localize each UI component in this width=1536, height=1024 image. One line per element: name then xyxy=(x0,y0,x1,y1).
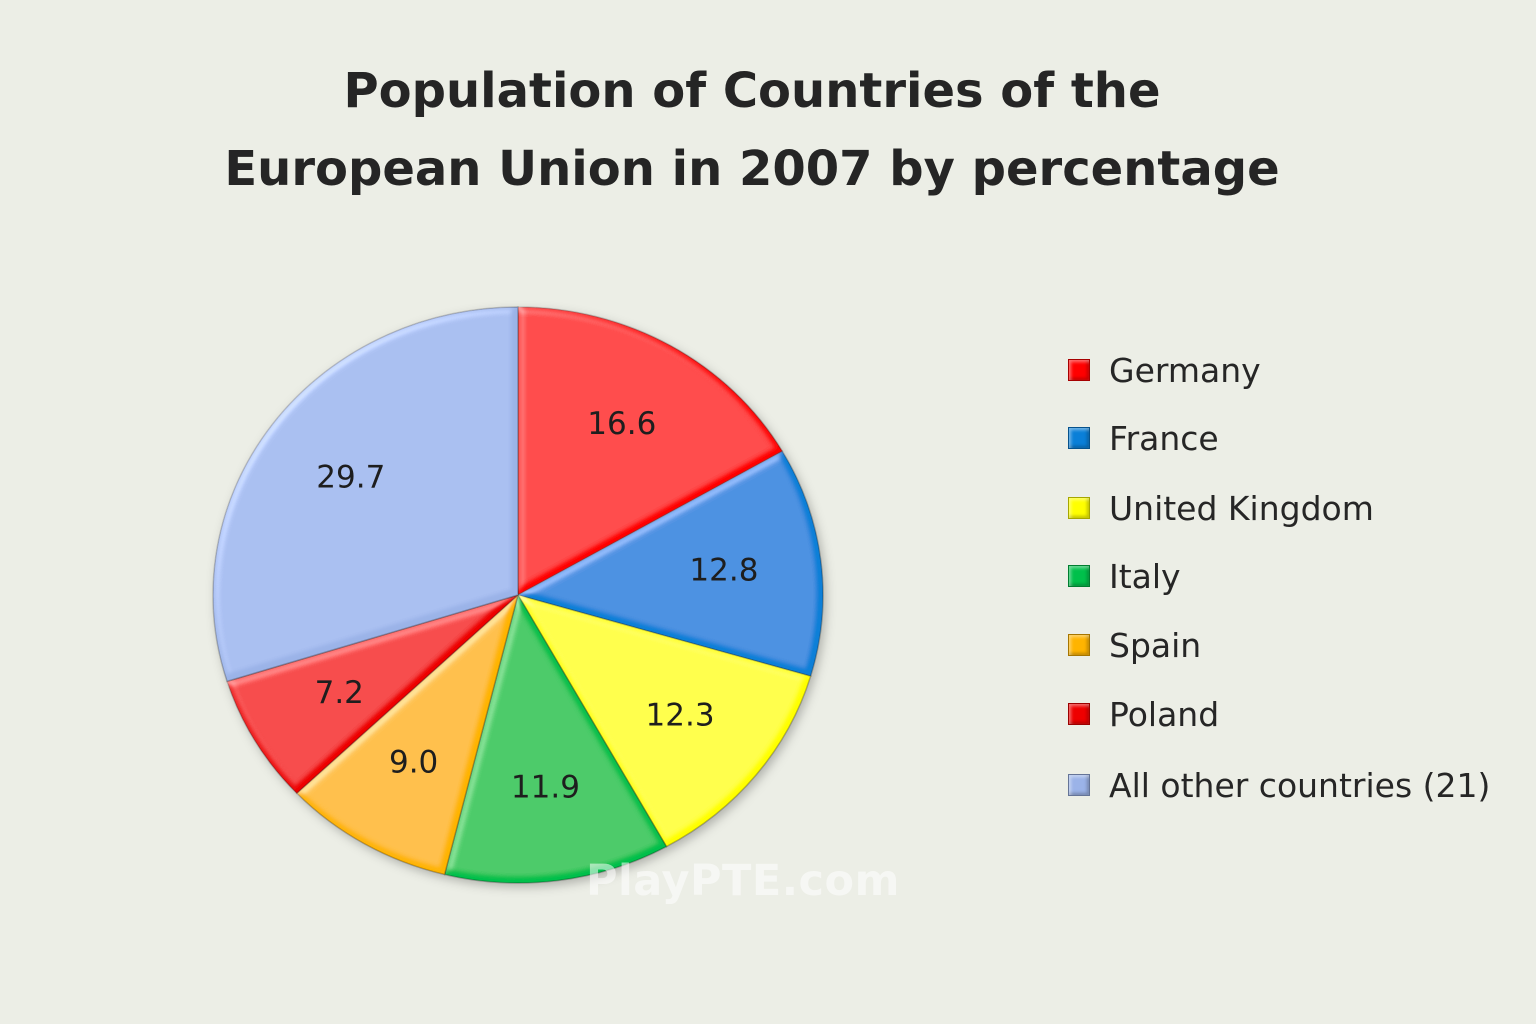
pie-slice-france xyxy=(516,450,824,678)
data-label: 29.7 xyxy=(316,460,385,496)
legend-swatch xyxy=(1068,359,1090,381)
legend-item: United Kingdom xyxy=(1068,486,1374,530)
pie-slice-united-kingdom xyxy=(516,593,812,848)
legend-label: France xyxy=(1109,418,1219,458)
legend-swatch xyxy=(1068,497,1090,519)
watermark: PlayPTE.com xyxy=(586,856,900,906)
legend-item: Spain xyxy=(1068,623,1201,667)
pie-slice-all-other-countries-21 xyxy=(212,306,519,683)
data-label: 16.6 xyxy=(587,406,656,442)
legend-item: Poland xyxy=(1068,692,1219,736)
pie-slice-italy xyxy=(443,593,668,884)
legend-item: France xyxy=(1068,416,1219,460)
data-label: 7.2 xyxy=(315,675,364,711)
legend-swatch xyxy=(1068,634,1090,656)
pie-slice-germany xyxy=(517,306,784,597)
legend-label: Spain xyxy=(1109,625,1202,665)
legend-swatch xyxy=(1068,774,1090,796)
legend-label: Poland xyxy=(1109,694,1220,734)
pie-slice-poland xyxy=(226,594,519,795)
legend-item: Italy xyxy=(1068,554,1181,598)
legend-swatch xyxy=(1068,703,1090,725)
legend-label: United Kingdom xyxy=(1109,488,1374,528)
data-label: 12.3 xyxy=(646,698,715,734)
chart-title: Population of Countries of the European … xyxy=(0,52,1504,208)
data-label: 12.8 xyxy=(689,552,758,588)
legend-item: Germany xyxy=(1068,348,1261,392)
data-label: 11.9 xyxy=(511,770,580,806)
pie-slice-spain xyxy=(295,592,520,876)
chart-title-line-1: Population of Countries of the xyxy=(343,63,1161,119)
legend-label: Germany xyxy=(1109,350,1261,390)
legend-swatch xyxy=(1068,427,1090,449)
data-label: 9.0 xyxy=(389,745,438,781)
legend-item: All other countries (21) xyxy=(1068,763,1490,807)
chart-title-line-2: European Union in 2007 by percentage xyxy=(224,141,1280,197)
legend-swatch xyxy=(1068,565,1090,587)
legend-label: Italy xyxy=(1109,556,1181,596)
legend-label: All other countries (21) xyxy=(1109,765,1491,805)
